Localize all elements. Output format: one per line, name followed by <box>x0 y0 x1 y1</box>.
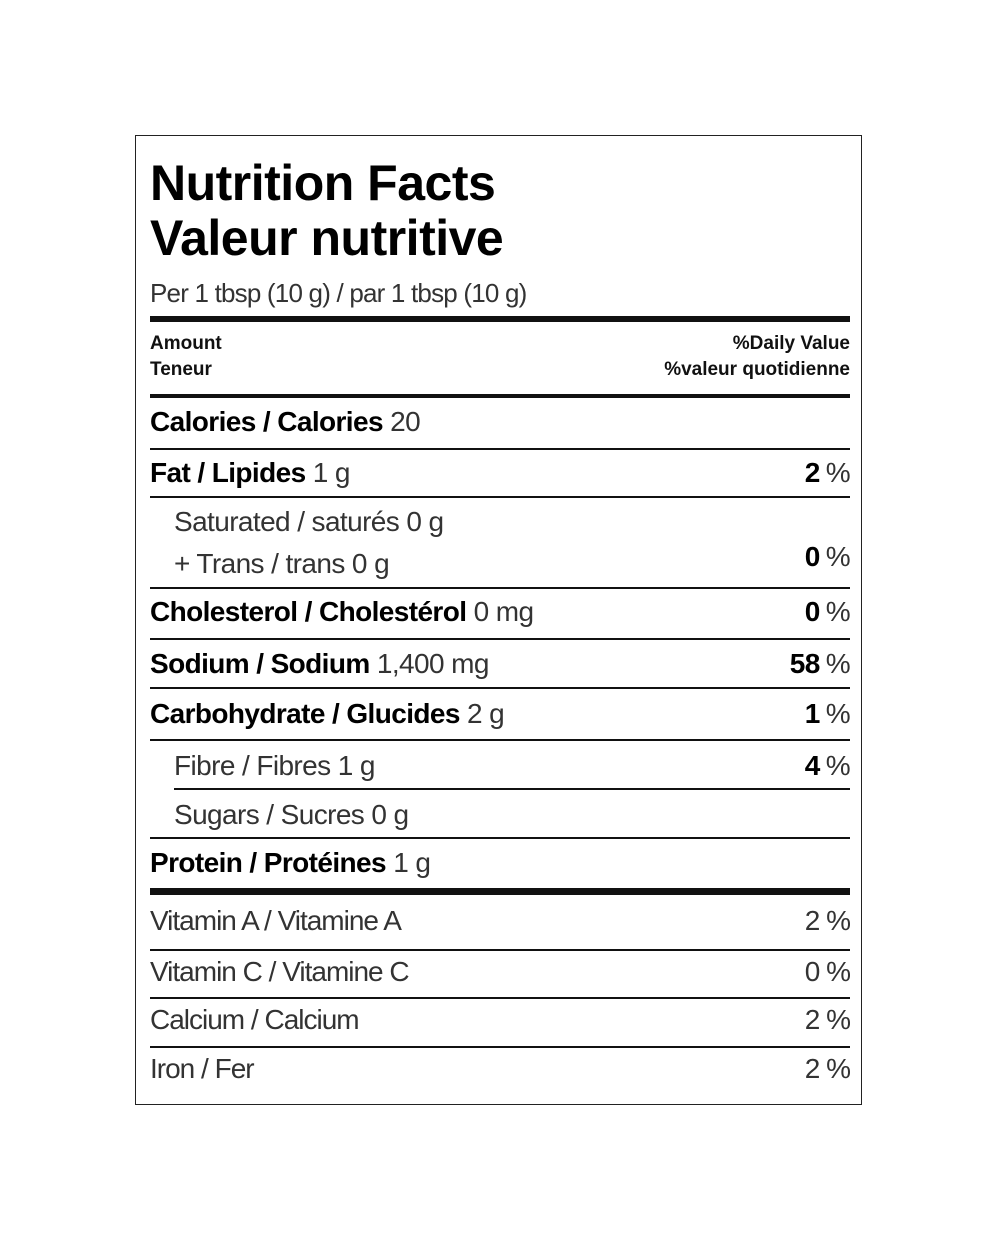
protein-label: Protein / Protéines <box>150 847 387 878</box>
pct-unit: % <box>825 750 851 781</box>
divider <box>150 448 850 450</box>
nutrition-label-border <box>135 135 862 1105</box>
amount-header: Amount <box>150 333 222 354</box>
protein-row: Protein / Protéines 1 g <box>150 843 850 883</box>
divider <box>150 687 850 689</box>
fibre-pct: 4 <box>804 750 821 781</box>
divider <box>150 587 850 589</box>
trans-row: + Trans / trans 0 g 0% <box>174 541 851 584</box>
cholesterol-pct: 0 <box>804 596 821 627</box>
protein-amount: 1 g <box>393 847 431 878</box>
carbohydrate-pct: 1 <box>804 698 821 729</box>
thick-divider <box>150 316 850 322</box>
iron-row: Iron / Fer 2 % <box>150 1049 851 1089</box>
saturated-label: Saturated / saturés 0 g <box>174 506 444 537</box>
fat-row: Fat / Lipides 1 g 2% <box>150 453 851 493</box>
fibre-label: Fibre / Fibres 1 g <box>174 750 375 781</box>
calcium-pct: 2 % <box>804 1004 851 1035</box>
pct-unit: % <box>825 596 851 627</box>
saturated-row: Saturated / saturés 0 g <box>174 502 850 542</box>
cholesterol-label: Cholesterol / Cholestérol <box>150 596 467 627</box>
vitamin-a-label: Vitamin A / Vitamine A <box>150 905 402 936</box>
fat-label: Fat / Lipides <box>150 457 306 488</box>
pct-unit: % <box>825 698 851 729</box>
sugars-label: Sugars / Sucres 0 g <box>174 799 409 830</box>
divider <box>150 739 850 741</box>
sodium-pct: 58 <box>789 648 821 679</box>
pct-unit: % <box>825 541 851 572</box>
fat-amount: 1 g <box>312 457 351 488</box>
iron-pct: 2 % <box>804 1053 851 1084</box>
trans-label: + Trans / trans 0 g <box>174 548 390 579</box>
fat-pct: 2 <box>804 457 821 488</box>
divider <box>174 788 850 790</box>
cholesterol-row: Cholesterol / Cholestérol 0 mg 0% <box>150 592 851 632</box>
vitamin-c-pct: 0 % <box>804 956 851 987</box>
calories-value: 20 <box>390 406 421 437</box>
title-french: Valeur nutritive <box>150 210 504 266</box>
saturated-trans-pct: 0 <box>804 541 821 572</box>
divider <box>150 997 850 999</box>
divider <box>150 394 850 398</box>
vitamin-a-row: Vitamin A / Vitamine A 2 % <box>150 901 851 941</box>
pct-unit: % <box>825 648 851 679</box>
carbohydrate-label: Carbohydrate / Glucides <box>150 698 460 729</box>
vitamin-c-label: Vitamin C / Vitamine C <box>150 956 410 987</box>
serving-size: Per 1 tbsp (10 g) / par 1 tbsp (10 g) <box>150 278 527 308</box>
daily-value-header: %Daily Value <box>732 333 850 354</box>
calories-row: Calories / Calories 20 <box>150 402 850 442</box>
cholesterol-amount: 0 mg <box>473 596 534 627</box>
sodium-row: Sodium / Sodium 1,400 mg 58% <box>150 644 851 684</box>
calcium-row: Calcium / Calcium 2 % <box>150 1000 851 1040</box>
valeur-quotidienne-header: %valeur quotidienne <box>664 359 850 380</box>
calcium-label: Calcium / Calcium <box>150 1004 360 1035</box>
divider <box>150 638 850 640</box>
divider <box>150 949 850 951</box>
thick-divider <box>150 888 850 895</box>
sodium-amount: 1,400 mg <box>376 648 490 679</box>
vitamin-a-pct: 2 % <box>804 905 851 936</box>
carbohydrate-row: Carbohydrate / Glucides 2 g 1% <box>150 694 851 734</box>
iron-label: Iron / Fer <box>150 1053 255 1084</box>
sodium-label: Sodium / Sodium <box>150 648 370 679</box>
vitamin-c-row: Vitamin C / Vitamine C 0 % <box>150 952 851 992</box>
title-english: Nutrition Facts <box>150 155 496 211</box>
divider <box>150 1046 850 1048</box>
divider <box>150 496 850 498</box>
fibre-row: Fibre / Fibres 1 g 4% <box>174 746 851 786</box>
sugars-row: Sugars / Sucres 0 g <box>174 795 850 835</box>
calories-label: Calories / Calories <box>150 406 384 437</box>
pct-unit: % <box>825 457 851 488</box>
carbohydrate-amount: 2 g <box>467 698 505 729</box>
divider <box>150 837 850 839</box>
teneur-header: Teneur <box>150 359 212 380</box>
